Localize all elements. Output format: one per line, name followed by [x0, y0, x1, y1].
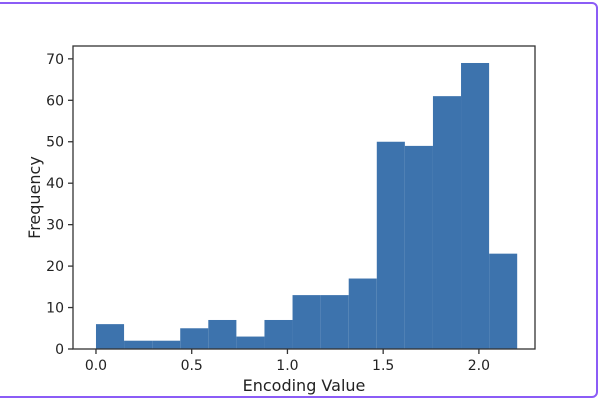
- x-tick-label: 2.0: [468, 358, 490, 374]
- histogram-bar: [404, 145, 433, 349]
- histogram-bar: [320, 295, 349, 349]
- y-axis-label: Frequency: [25, 156, 44, 239]
- histogram-bar: [180, 328, 209, 349]
- y-tick-label: 10: [46, 301, 64, 317]
- x-tick-label: 1.0: [276, 358, 298, 374]
- x-tick-label: 0.5: [181, 358, 203, 374]
- x-axis: 0.0 0.5 1.0 1.5 2.0: [85, 349, 490, 374]
- histogram-bar: [292, 295, 321, 349]
- histogram-bar: [489, 253, 518, 349]
- y-tick-label: 70: [46, 52, 64, 68]
- histogram-bar: [376, 141, 405, 349]
- y-tick-label: 50: [46, 135, 64, 151]
- x-tick-label: 1.5: [372, 358, 394, 374]
- axes-frame: [72, 45, 536, 350]
- histogram-bar: [152, 340, 181, 349]
- y-tick-label: 60: [46, 93, 64, 109]
- y-tick-label: 20: [46, 259, 64, 275]
- y-axis: 0 10 20 30 40 50 60 70: [46, 52, 73, 358]
- histogram-bar: [348, 278, 377, 349]
- histogram-bar: [264, 319, 293, 349]
- histogram-bar: [95, 324, 125, 349]
- histogram-bar: [461, 62, 490, 350]
- x-axis-label: Encoding Value: [243, 376, 366, 395]
- y-tick-label: 40: [46, 176, 64, 192]
- y-tick-label: 30: [46, 218, 64, 234]
- histogram-bars: [95, 62, 518, 350]
- y-tick-label: 0: [55, 342, 64, 358]
- histogram-bar: [236, 336, 265, 349]
- plot-spines: [72, 45, 536, 350]
- histogram-bar: [432, 96, 462, 350]
- histogram-bar: [124, 340, 153, 349]
- x-tick-label: 0.0: [85, 358, 107, 374]
- histogram-bar: [208, 319, 237, 349]
